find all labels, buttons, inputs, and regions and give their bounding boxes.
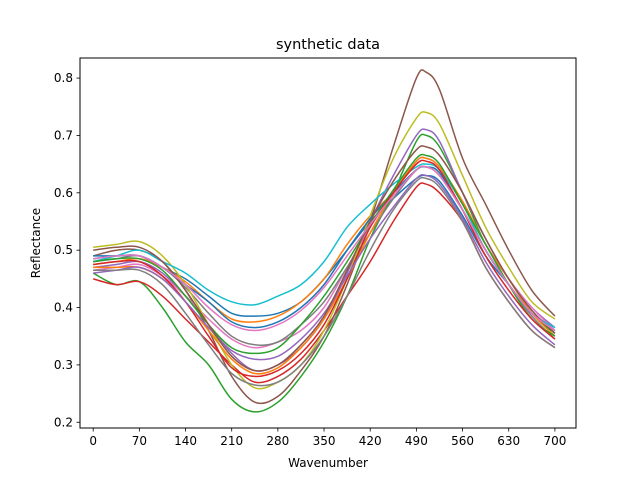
- plot-frame: [79, 57, 577, 429]
- series-layer: [92, 69, 556, 413]
- x-tick-label: 70: [132, 434, 147, 448]
- x-tick-label: 0: [89, 434, 97, 448]
- y-tick-label: 0.4: [54, 301, 73, 315]
- y-axis-label: Reflectance: [29, 208, 43, 278]
- series-line-9: [93, 111, 556, 390]
- y-axis: 0.2 0.3 0.4 0.5 0.6 0.7 0.8: [54, 71, 80, 429]
- y-tick-label: 0.7: [54, 128, 73, 142]
- series-line-10: [93, 163, 556, 329]
- y-tick-label: 0.5: [54, 243, 73, 257]
- x-tick-label: 490: [405, 434, 428, 448]
- y-tick-label: 0.8: [54, 71, 73, 85]
- x-tick-label: 420: [359, 434, 382, 448]
- series-line-13: [93, 153, 556, 355]
- y-tick-label: 0.2: [54, 415, 73, 429]
- series-line-3: [92, 133, 556, 413]
- x-axis-label: Wavenumber: [288, 456, 368, 470]
- x-tick-label: 700: [543, 434, 566, 448]
- x-tick-label: 560: [451, 434, 474, 448]
- x-tick-label: 280: [266, 434, 289, 448]
- x-tick-label: 350: [313, 434, 336, 448]
- x-axis: 0 70 140 210 280 350 420 490 560 630 700: [89, 428, 566, 448]
- series-line-18: [93, 176, 556, 387]
- x-tick-label: 630: [497, 434, 520, 448]
- series-line-14: [93, 159, 556, 378]
- series-line-1: [93, 174, 556, 332]
- series-line-17: [93, 165, 556, 332]
- x-tick-label: 210: [220, 434, 243, 448]
- y-tick-label: 0.3: [54, 358, 73, 372]
- x-tick-label: 140: [174, 434, 197, 448]
- y-tick-label: 0.6: [54, 186, 73, 200]
- chart-title: synthetic data: [276, 37, 380, 53]
